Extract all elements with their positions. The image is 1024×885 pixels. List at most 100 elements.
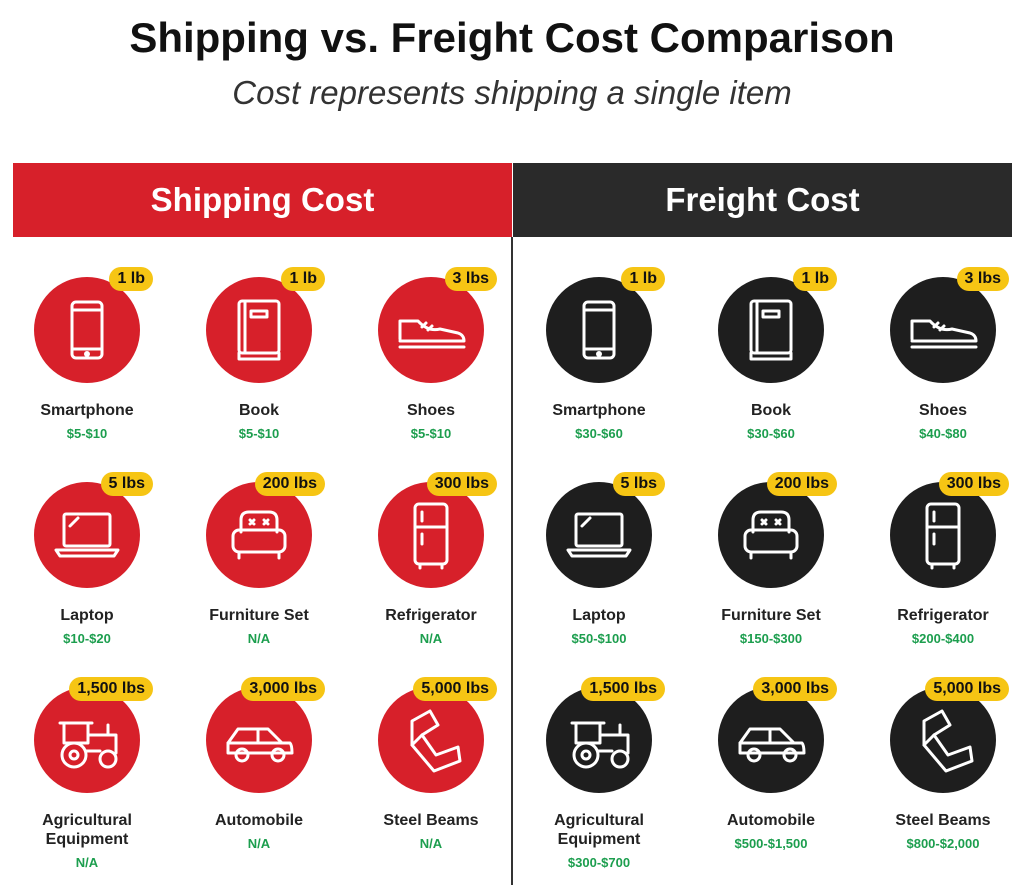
item-card: 1,500 lbs Agricultural Equipment N/A — [7, 677, 167, 885]
weight-badge: 5,000 lbs — [413, 677, 497, 701]
item-card: 5,000 lbs Steel Beams $800-$2,000 — [863, 677, 1023, 885]
item-name: Smartphone $30-$60 — [529, 401, 669, 443]
item-icon — [378, 687, 484, 793]
item-icon — [546, 277, 652, 383]
item-label: Steel Beams — [383, 812, 479, 829]
icon-graphic — [237, 299, 281, 361]
item-name: Agricultural Equipment $300-$700 — [529, 811, 669, 872]
item-icon — [890, 687, 996, 793]
item-icon — [34, 277, 140, 383]
item-card: 1 lb Book $30-$60 — [691, 267, 851, 477]
item-price: $30-$60 — [575, 426, 623, 441]
item-label: Furniture Set — [209, 607, 309, 624]
icon-graphic — [58, 721, 118, 769]
item-name: Refrigerator N/A — [361, 606, 501, 648]
item-card: 300 lbs Refrigerator $200-$400 — [863, 472, 1023, 682]
icon-graphic — [738, 727, 806, 763]
item-icon — [206, 482, 312, 588]
item-name: Shoes $40-$80 — [873, 401, 1013, 443]
icon-graphic — [226, 727, 294, 763]
icon-graphic — [570, 721, 630, 769]
icon-graphic — [582, 300, 616, 360]
item-icon — [378, 482, 484, 588]
item-price: $500-$1,500 — [734, 836, 808, 851]
item-name: Laptop $50-$100 — [529, 606, 669, 648]
icon-graphic — [413, 502, 449, 570]
item-card: 200 lbs Furniture Set N/A — [179, 472, 339, 682]
weight-badge: 1,500 lbs — [69, 677, 153, 701]
icon-graphic — [231, 510, 287, 560]
item-name: Automobile N/A — [189, 811, 329, 853]
weight-badge: 1 lb — [621, 267, 665, 291]
item-price: $800-$2,000 — [906, 836, 980, 851]
item-card: 3,000 lbs Automobile $500-$1,500 — [691, 677, 851, 885]
weight-badge: 5 lbs — [100, 472, 153, 496]
item-icon — [206, 277, 312, 383]
item-price: $40-$80 — [919, 426, 967, 441]
item-name: Shoes $5-$10 — [361, 401, 501, 443]
item-icon — [34, 482, 140, 588]
item-name: Furniture Set $150-$300 — [701, 606, 841, 648]
item-icon — [718, 687, 824, 793]
item-card: 3,000 lbs Automobile N/A — [179, 677, 339, 885]
weight-badge: 200 lbs — [766, 472, 837, 496]
item-card: 300 lbs Refrigerator N/A — [351, 472, 511, 682]
item-card: 3 lbs Shoes $40-$80 — [863, 267, 1023, 477]
item-label: Furniture Set — [721, 607, 821, 624]
item-name: Laptop $10-$20 — [17, 606, 157, 648]
weight-badge: 5 lbs — [612, 472, 665, 496]
item-label: Automobile — [215, 812, 303, 829]
weight-badge: 1 lb — [281, 267, 325, 291]
icon-graphic — [410, 709, 462, 773]
item-card: 3 lbs Shoes $5-$10 — [351, 267, 511, 477]
icon-graphic — [566, 512, 632, 558]
item-price: N/A — [75, 855, 99, 870]
item-price: $5-$10 — [66, 426, 108, 441]
item-price: $300-$700 — [567, 855, 631, 870]
item-name: Steel Beams N/A — [361, 811, 501, 853]
item-price: N/A — [247, 836, 271, 851]
icon-graphic — [398, 319, 466, 349]
item-card: 5 lbs Laptop $10-$20 — [7, 472, 167, 682]
weight-badge: 5,000 lbs — [925, 677, 1009, 701]
icon-graphic — [743, 510, 799, 560]
item-price: N/A — [419, 836, 443, 851]
item-icon — [890, 277, 996, 383]
item-name: Smartphone $5-$10 — [17, 401, 157, 443]
item-label: Book — [239, 402, 279, 419]
item-card: 200 lbs Furniture Set $150-$300 — [691, 472, 851, 682]
item-label: Laptop — [572, 607, 626, 624]
item-price: $150-$300 — [739, 631, 803, 646]
icon-graphic — [54, 512, 120, 558]
weight-badge: 3 lbs — [444, 267, 497, 291]
item-icon — [378, 277, 484, 383]
item-name: Refrigerator $200-$400 — [873, 606, 1013, 648]
item-icon — [890, 482, 996, 588]
item-price: $50-$100 — [571, 631, 627, 646]
item-label: Agricultural Equipment — [42, 812, 132, 848]
item-label: Automobile — [727, 812, 815, 829]
icon-graphic — [70, 300, 104, 360]
title: Shipping vs. Freight Cost Comparison — [129, 14, 895, 61]
item-label: Book — [751, 402, 791, 419]
item-card: 1 lb Smartphone $30-$60 — [519, 267, 679, 477]
item-label: Smartphone — [40, 402, 134, 419]
weight-badge: 1 lb — [793, 267, 837, 291]
weight-badge: 1,500 lbs — [581, 677, 665, 701]
item-name: Furniture Set N/A — [189, 606, 329, 648]
item-name: Automobile $500-$1,500 — [701, 811, 841, 853]
item-price: $5-$10 — [238, 426, 280, 441]
item-price: $10-$20 — [63, 631, 111, 646]
item-icon — [206, 687, 312, 793]
item-name: Agricultural Equipment N/A — [17, 811, 157, 872]
weight-badge: 3,000 lbs — [241, 677, 325, 701]
item-card: 5,000 lbs Steel Beams N/A — [351, 677, 511, 885]
item-label: Refrigerator — [385, 607, 477, 624]
item-icon — [718, 482, 824, 588]
item-label: Shoes — [918, 402, 967, 419]
item-price: $30-$60 — [747, 426, 795, 441]
panel-heading: Shipping Cost — [13, 163, 512, 237]
item-card: 1 lb Smartphone $5-$10 — [7, 267, 167, 477]
item-label: Smartphone — [552, 402, 646, 419]
